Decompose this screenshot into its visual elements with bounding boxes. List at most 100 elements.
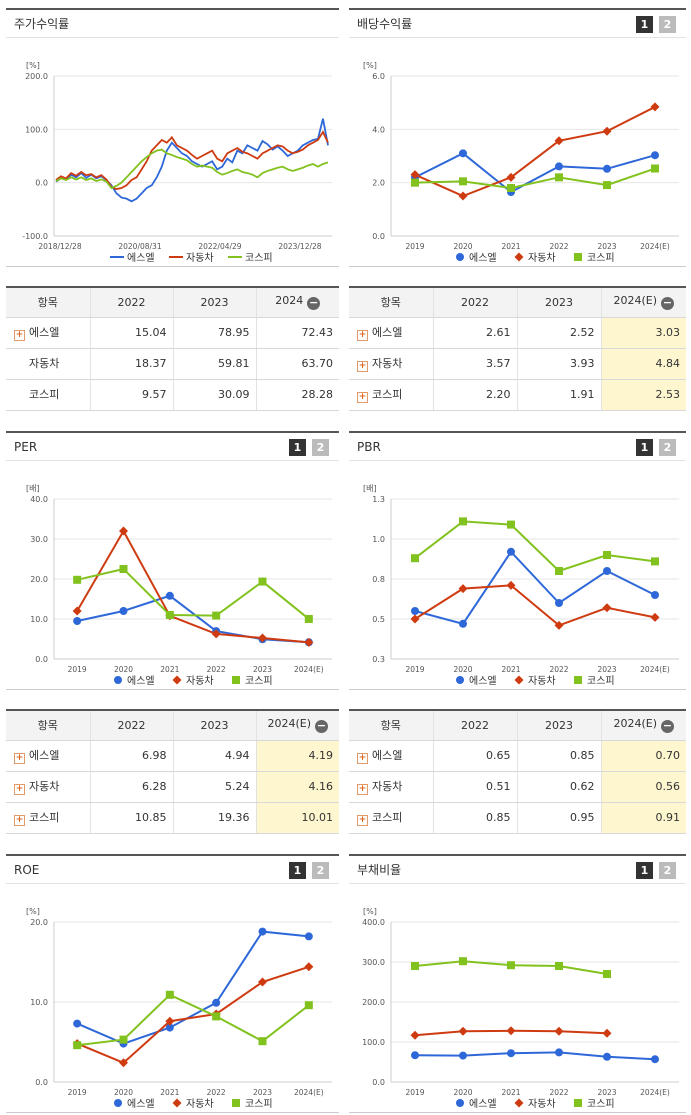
data-point[interactable] — [456, 1099, 464, 1107]
data-point[interactable] — [258, 927, 267, 936]
data-point[interactable] — [554, 1026, 564, 1036]
data-point[interactable] — [603, 164, 611, 173]
data-point[interactable] — [651, 164, 659, 173]
data-point[interactable] — [411, 962, 419, 970]
data-point[interactable] — [459, 517, 467, 526]
data-point[interactable] — [411, 178, 419, 187]
expand-icon[interactable]: + — [14, 753, 25, 764]
page-2-button[interactable]: 2 — [659, 16, 676, 33]
data-point[interactable] — [555, 599, 563, 607]
data-point[interactable] — [410, 1030, 420, 1040]
data-point[interactable] — [507, 547, 515, 556]
data-point[interactable] — [114, 1099, 122, 1107]
collapse-icon[interactable]: − — [315, 719, 329, 734]
data-point[interactable] — [574, 253, 582, 261]
data-point[interactable] — [554, 136, 564, 146]
data-point[interactable] — [304, 614, 313, 623]
data-point[interactable] — [602, 603, 612, 613]
data-point[interactable] — [603, 970, 611, 978]
data-point[interactable] — [119, 607, 128, 615]
data-point[interactable] — [119, 1058, 128, 1068]
data-point[interactable] — [651, 557, 659, 566]
page-1-button[interactable]: 1 — [636, 862, 653, 879]
data-point[interactable] — [650, 102, 660, 112]
data-point[interactable] — [651, 591, 659, 599]
data-point[interactable] — [258, 1037, 267, 1046]
expand-icon[interactable]: + — [357, 361, 368, 372]
data-point[interactable] — [459, 1051, 467, 1060]
data-point[interactable] — [232, 1099, 240, 1107]
data-point[interactable] — [165, 611, 174, 619]
data-point[interactable] — [258, 633, 267, 643]
expand-icon[interactable]: + — [14, 815, 25, 826]
data-point[interactable] — [603, 567, 611, 575]
data-point[interactable] — [602, 1028, 612, 1038]
data-point[interactable] — [506, 580, 516, 590]
data-point[interactable] — [554, 620, 564, 630]
data-point[interactable] — [119, 1035, 128, 1044]
expand-icon[interactable]: + — [357, 784, 368, 795]
data-point[interactable] — [458, 1026, 468, 1036]
data-point[interactable] — [304, 962, 314, 972]
data-point[interactable] — [456, 253, 464, 261]
expand-icon[interactable]: + — [14, 784, 25, 795]
data-point[interactable] — [514, 675, 524, 685]
data-point[interactable] — [212, 611, 221, 620]
data-point[interactable] — [73, 1019, 82, 1028]
data-point[interactable] — [574, 676, 582, 684]
collapse-icon[interactable]: − — [661, 296, 675, 311]
data-point[interactable] — [410, 170, 420, 180]
data-point[interactable] — [411, 554, 419, 563]
data-point[interactable] — [304, 637, 314, 647]
data-point[interactable] — [507, 961, 515, 970]
expand-icon[interactable]: + — [357, 753, 368, 764]
data-point[interactable] — [165, 1023, 174, 1032]
data-point[interactable] — [458, 584, 468, 594]
expand-icon[interactable]: + — [357, 392, 368, 403]
expand-icon[interactable]: + — [14, 330, 25, 341]
data-point[interactable] — [72, 606, 82, 616]
data-point[interactable] — [603, 1052, 611, 1061]
data-point[interactable] — [514, 1098, 524, 1108]
data-point[interactable] — [459, 619, 467, 628]
data-point[interactable] — [651, 1055, 659, 1064]
page-1-button[interactable]: 1 — [289, 862, 306, 879]
data-point[interactable] — [555, 567, 563, 575]
data-point[interactable] — [410, 614, 420, 624]
page-2-button[interactable]: 2 — [312, 862, 329, 879]
data-point[interactable] — [459, 149, 467, 158]
data-point[interactable] — [258, 977, 267, 987]
data-point[interactable] — [232, 676, 240, 684]
data-point[interactable] — [165, 1016, 175, 1026]
expand-icon[interactable]: + — [357, 815, 368, 826]
data-point[interactable] — [555, 962, 563, 970]
data-point[interactable] — [211, 629, 221, 639]
data-point[interactable] — [507, 1049, 515, 1058]
data-point[interactable] — [650, 612, 660, 622]
data-point[interactable] — [73, 1041, 82, 1050]
collapse-icon[interactable]: − — [307, 296, 321, 311]
collapse-icon[interactable]: − — [661, 719, 675, 734]
page-2-button[interactable]: 2 — [659, 439, 676, 456]
data-point[interactable] — [172, 675, 182, 685]
data-point[interactable] — [458, 191, 468, 201]
data-point[interactable] — [304, 1001, 313, 1010]
data-point[interactable] — [119, 565, 128, 573]
data-point[interactable] — [114, 676, 122, 684]
page-1-button[interactable]: 1 — [636, 439, 653, 456]
data-point[interactable] — [555, 162, 563, 171]
data-point[interactable] — [507, 184, 515, 192]
data-point[interactable] — [172, 1098, 182, 1108]
data-point[interactable] — [411, 1051, 419, 1060]
data-point[interactable] — [602, 126, 612, 136]
data-point[interactable] — [603, 551, 611, 559]
data-point[interactable] — [304, 932, 313, 941]
page-1-button[interactable]: 1 — [289, 439, 306, 456]
data-point[interactable] — [507, 520, 515, 529]
data-point[interactable] — [456, 676, 464, 684]
data-point[interactable] — [651, 151, 659, 160]
data-point[interactable] — [506, 1026, 516, 1036]
data-point[interactable] — [555, 1048, 563, 1057]
data-point[interactable] — [555, 173, 563, 182]
data-point[interactable] — [603, 181, 611, 190]
